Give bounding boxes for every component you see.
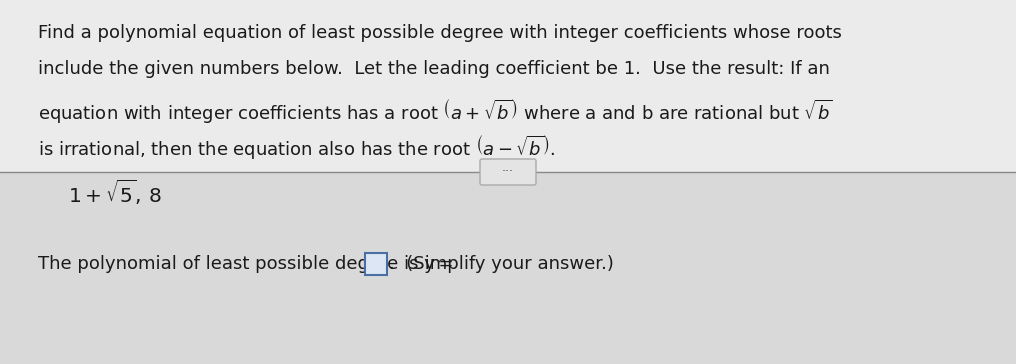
FancyBboxPatch shape <box>365 253 387 275</box>
Text: The polynomial of least possible degree is y =: The polynomial of least possible degree … <box>38 255 453 273</box>
Text: equation with integer coefficients has a root $\left(a+\sqrt{b}\right)$ where a : equation with integer coefficients has a… <box>38 96 833 125</box>
Text: Find a polynomial equation of least possible degree with integer coefficients wh: Find a polynomial equation of least poss… <box>38 24 842 42</box>
Text: .  (Simplify your answer.): . (Simplify your answer.) <box>388 255 614 273</box>
Text: is irrational, then the equation also has the root $\left(a-\sqrt{b}\right)$.: is irrational, then the equation also ha… <box>38 132 556 161</box>
Text: include the given numbers below.  Let the leading coefficient be 1.  Use the res: include the given numbers below. Let the… <box>38 60 830 78</box>
FancyBboxPatch shape <box>480 159 536 185</box>
Text: $1+\sqrt{5},\,8$: $1+\sqrt{5},\,8$ <box>68 178 162 207</box>
Bar <box>0 173 1016 364</box>
Text: ···: ··· <box>502 166 514 178</box>
